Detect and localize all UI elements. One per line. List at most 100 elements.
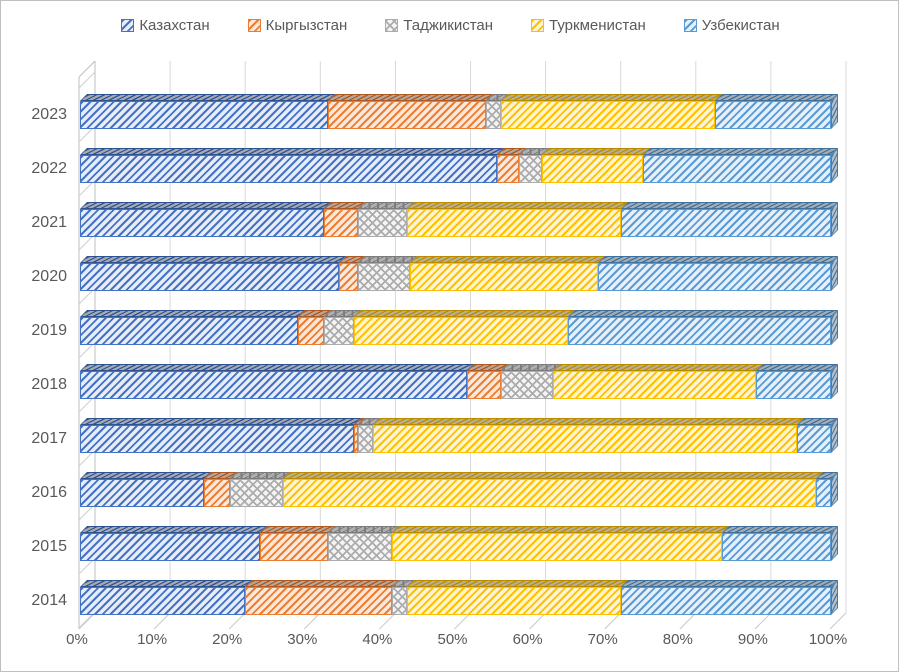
segment-top-uzbekistan-2014 — [620, 580, 838, 587]
segment-tajikistan-2017 — [357, 425, 373, 453]
bar-2021-front-face — [80, 209, 831, 237]
segment-kyrgyzstan-2023 — [327, 101, 486, 129]
bar-2016-top-face — [80, 472, 838, 479]
y-axis-label-2016: 2016 — [31, 484, 67, 501]
bar-2022-front-face — [80, 155, 831, 183]
legend-swatch-tajikistan-icon — [385, 19, 399, 32]
bar-2022-end-cap — [831, 148, 838, 183]
segment-uzbekistan-2019 — [568, 317, 831, 345]
bar-2018 — [80, 364, 838, 399]
y-axis-label-2023: 2023 — [31, 106, 67, 123]
segment-uzbekistan-2015 — [722, 533, 831, 561]
bar-2018-end-cap — [831, 364, 838, 399]
segment-top-turkmenistan-2019 — [354, 310, 576, 317]
segment-top-tajikistan-2021 — [357, 202, 414, 209]
legend-item-uzbekistan: Узбекистан — [683, 17, 780, 34]
bar-2017-top-face — [80, 418, 838, 425]
y-axis-label-2019: 2019 — [31, 322, 67, 339]
segment-kyrgyzstan-2020 — [339, 263, 358, 291]
segment-top-kazakhstan-2014 — [80, 580, 253, 587]
bar-2016 — [80, 472, 838, 507]
bar-2019-front-face — [80, 317, 831, 345]
left-wall-top-edge — [78, 60, 96, 78]
segment-top-kyrgyzstan-2015 — [260, 526, 335, 533]
segment-kazakhstan-2017 — [80, 425, 355, 453]
legend-swatch-uzbekistan-icon — [683, 19, 697, 32]
y-axis-label-2015: 2015 — [31, 538, 67, 555]
bar-2014-top-face — [80, 580, 838, 587]
segment-tajikistan-2020 — [357, 263, 411, 291]
segment-uzbekistan-2020 — [598, 263, 831, 291]
bar-2021 — [80, 202, 838, 237]
bar-2018-top-face — [80, 364, 838, 371]
floor-tick-1 — [153, 612, 171, 630]
segment-top-turkmenistan-2017 — [372, 418, 805, 425]
legend-label-uzbekistan: Узбекистан — [701, 17, 780, 34]
segment-turkmenistan-2014 — [406, 587, 621, 615]
segment-kazakhstan-2014 — [80, 587, 246, 615]
segment-kyrgyzstan-2022 — [496, 155, 520, 183]
segment-top-turkmenistan-2020 — [410, 256, 606, 263]
segment-kyrgyzstan-2014 — [245, 587, 392, 615]
x-axis-label-60pct: 60% — [512, 631, 543, 648]
segment-top-uzbekistan-2021 — [620, 202, 838, 209]
legend-label-turkmenistan: Туркменистан — [549, 17, 646, 34]
segment-top-uzbekistan-2023 — [714, 94, 838, 101]
segment-uzbekistan-2014 — [620, 587, 831, 615]
x-axis-label-30pct: 30% — [287, 631, 318, 648]
category-tick-0 — [78, 71, 96, 89]
bar-2015 — [80, 526, 838, 561]
segment-top-kazakhstan-2016 — [80, 472, 211, 479]
segment-kazakhstan-2018 — [80, 371, 467, 399]
segment-top-uzbekistan-2019 — [568, 310, 838, 317]
segment-top-tajikistan-2018 — [500, 364, 561, 371]
segment-kyrgyzstan-2019 — [297, 317, 325, 345]
legend-label-kyrgyzstan: Кыргызстан — [265, 17, 348, 34]
segment-top-turkmenistan-2015 — [391, 526, 730, 533]
legend-item-kyrgyzstan: Кыргызстан — [247, 17, 348, 34]
x-axis-label-40pct: 40% — [362, 631, 393, 648]
x-axis-label-0pct: 0% — [66, 631, 88, 648]
segment-top-kazakhstan-2017 — [80, 418, 362, 425]
bar-2017-front-face — [80, 425, 831, 453]
segment-uzbekistan-2022 — [643, 155, 831, 183]
bar-2017 — [80, 418, 838, 453]
bar-2015-front-face — [80, 533, 831, 561]
segment-uzbekistan-2018 — [755, 371, 831, 399]
segment-top-kazakhstan-2021 — [80, 202, 332, 209]
segment-kyrgyzstan-2016 — [203, 479, 231, 507]
bar-2023-top-face — [80, 94, 838, 101]
segment-uzbekistan-2017 — [797, 425, 831, 453]
segment-tajikistan-2023 — [485, 101, 501, 129]
segment-turkmenistan-2021 — [406, 209, 621, 237]
x-axis-label-10pct: 10% — [137, 631, 168, 648]
segment-tajikistan-2016 — [230, 479, 283, 507]
floor-tick-8 — [679, 612, 697, 630]
bar-2020-end-cap — [831, 256, 838, 291]
segment-kazakhstan-2021 — [80, 209, 325, 237]
segment-tajikistan-2018 — [500, 371, 554, 399]
legend-item-turkmenistan: Туркменистан — [531, 17, 646, 34]
x-axis-label-70pct: 70% — [587, 631, 618, 648]
segment-top-turkmenistan-2022 — [541, 148, 651, 155]
segment-turkmenistan-2020 — [410, 263, 599, 291]
floor-tick-7 — [604, 612, 622, 630]
segment-kyrgyzstan-2018 — [466, 371, 501, 399]
segment-tajikistan-2022 — [519, 155, 542, 183]
bar-2016-front-face — [80, 479, 831, 507]
bar-2023 — [80, 94, 838, 129]
segment-top-turkmenistan-2023 — [500, 94, 722, 101]
segment-turkmenistan-2022 — [541, 155, 644, 183]
segment-top-kazakhstan-2018 — [80, 364, 474, 371]
segment-kyrgyzstan-2015 — [260, 533, 328, 561]
bar-2021-top-face — [80, 202, 838, 209]
segment-top-tajikistan-2015 — [327, 526, 399, 533]
legend-swatch-kazakhstan-icon — [121, 19, 135, 32]
bar-2021-end-cap — [831, 202, 838, 237]
bar-2015-end-cap — [831, 526, 838, 561]
floor-tick-3 — [303, 612, 321, 630]
segment-top-kazakhstan-2022 — [80, 148, 504, 155]
bar-2019 — [80, 310, 838, 345]
bar-2018-front-face — [80, 371, 831, 399]
